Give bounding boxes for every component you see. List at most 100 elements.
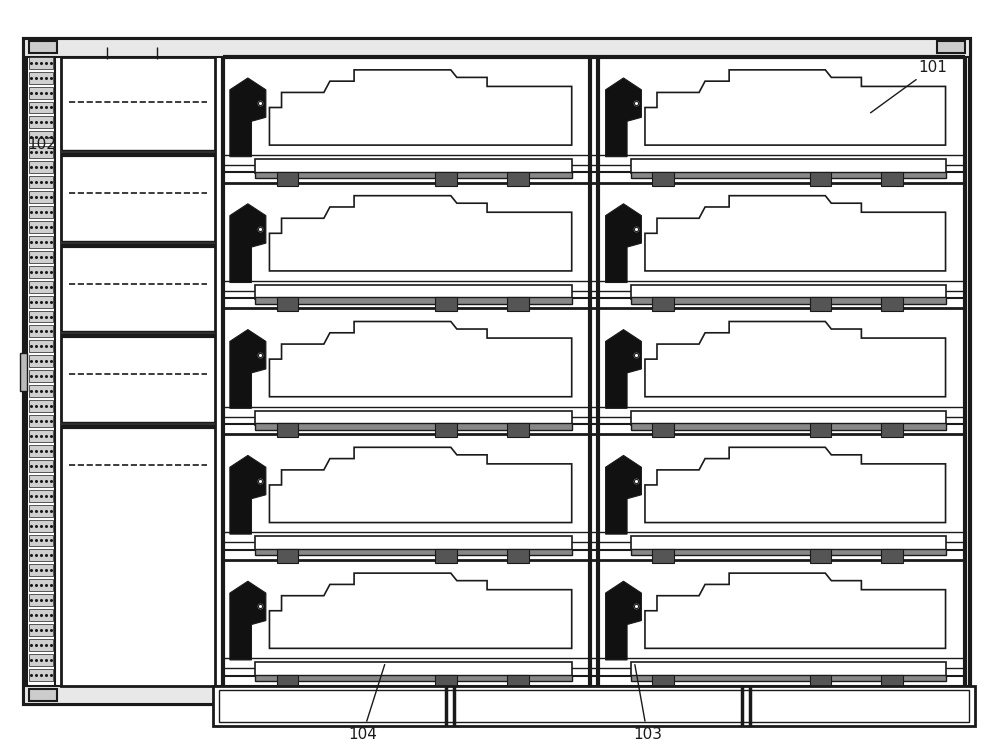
Polygon shape — [645, 196, 946, 271]
Text: 104: 104 — [348, 665, 385, 741]
Polygon shape — [269, 573, 572, 648]
Bar — [29, 206, 53, 218]
Bar — [29, 221, 53, 233]
Bar — [631, 159, 946, 173]
Bar — [810, 549, 831, 563]
Bar — [631, 285, 946, 299]
Bar — [20, 353, 27, 391]
Polygon shape — [230, 78, 266, 156]
Bar — [29, 326, 53, 337]
Bar — [29, 654, 53, 666]
Bar — [29, 370, 53, 382]
Bar — [29, 489, 53, 501]
Bar — [435, 171, 457, 186]
Bar — [255, 171, 572, 178]
Bar — [29, 550, 53, 562]
Polygon shape — [645, 322, 946, 397]
Bar — [29, 72, 53, 83]
Bar — [29, 519, 53, 531]
Bar — [435, 549, 457, 563]
Bar — [652, 549, 674, 563]
Bar — [61, 241, 215, 246]
Bar — [29, 176, 53, 188]
Bar — [881, 297, 903, 311]
Bar — [29, 146, 53, 158]
Bar — [255, 285, 572, 299]
Bar — [29, 281, 53, 293]
Bar — [219, 690, 969, 722]
Bar — [507, 675, 529, 689]
Bar — [631, 410, 946, 425]
Polygon shape — [645, 573, 946, 648]
Bar — [29, 311, 53, 323]
Polygon shape — [269, 447, 572, 522]
Bar — [29, 565, 53, 577]
Bar — [507, 171, 529, 186]
Bar — [29, 445, 53, 457]
Bar — [24, 686, 970, 704]
Bar — [29, 595, 53, 606]
Bar — [61, 332, 215, 337]
Bar — [29, 504, 53, 516]
Bar — [29, 236, 53, 248]
Polygon shape — [606, 78, 641, 156]
Text: 102: 102 — [27, 137, 62, 152]
Polygon shape — [606, 329, 641, 408]
Bar — [881, 171, 903, 186]
Bar — [652, 423, 674, 437]
Polygon shape — [269, 322, 572, 397]
Polygon shape — [269, 70, 572, 145]
Bar — [435, 423, 457, 437]
Bar — [881, 423, 903, 437]
Bar — [29, 57, 53, 69]
Bar — [29, 101, 53, 113]
Polygon shape — [230, 455, 266, 534]
Bar — [29, 296, 53, 308]
Bar — [255, 675, 572, 681]
Bar — [810, 423, 831, 437]
Bar — [507, 297, 529, 311]
Bar — [277, 549, 298, 563]
Bar — [652, 675, 674, 689]
Bar — [29, 609, 53, 621]
Bar — [29, 86, 53, 98]
Polygon shape — [645, 70, 946, 145]
Bar — [277, 675, 298, 689]
Bar — [29, 340, 53, 352]
Bar — [29, 131, 53, 143]
Bar — [29, 400, 53, 412]
Bar — [29, 580, 53, 592]
Bar — [29, 251, 53, 263]
Bar — [435, 675, 457, 689]
Bar — [29, 460, 53, 472]
Bar — [810, 675, 831, 689]
Bar — [631, 536, 946, 551]
Bar — [29, 116, 53, 128]
Bar — [652, 171, 674, 186]
Polygon shape — [230, 204, 266, 282]
Bar — [29, 41, 57, 53]
Bar — [255, 159, 572, 173]
Bar — [631, 297, 946, 304]
Bar — [29, 639, 53, 651]
Bar — [507, 423, 529, 437]
Bar — [631, 662, 946, 676]
Polygon shape — [230, 581, 266, 660]
Bar — [29, 266, 53, 278]
Bar — [213, 686, 975, 726]
Bar — [255, 423, 572, 430]
Bar — [24, 39, 970, 57]
Bar — [937, 41, 965, 53]
Bar — [435, 297, 457, 311]
Bar — [277, 171, 298, 186]
Bar — [881, 549, 903, 563]
Bar — [255, 549, 572, 556]
Polygon shape — [645, 447, 946, 522]
Bar — [631, 171, 946, 178]
Bar — [881, 675, 903, 689]
Text: 103: 103 — [633, 665, 662, 741]
Bar — [29, 669, 53, 681]
Bar — [255, 536, 572, 551]
Bar — [29, 475, 53, 486]
Polygon shape — [606, 455, 641, 534]
